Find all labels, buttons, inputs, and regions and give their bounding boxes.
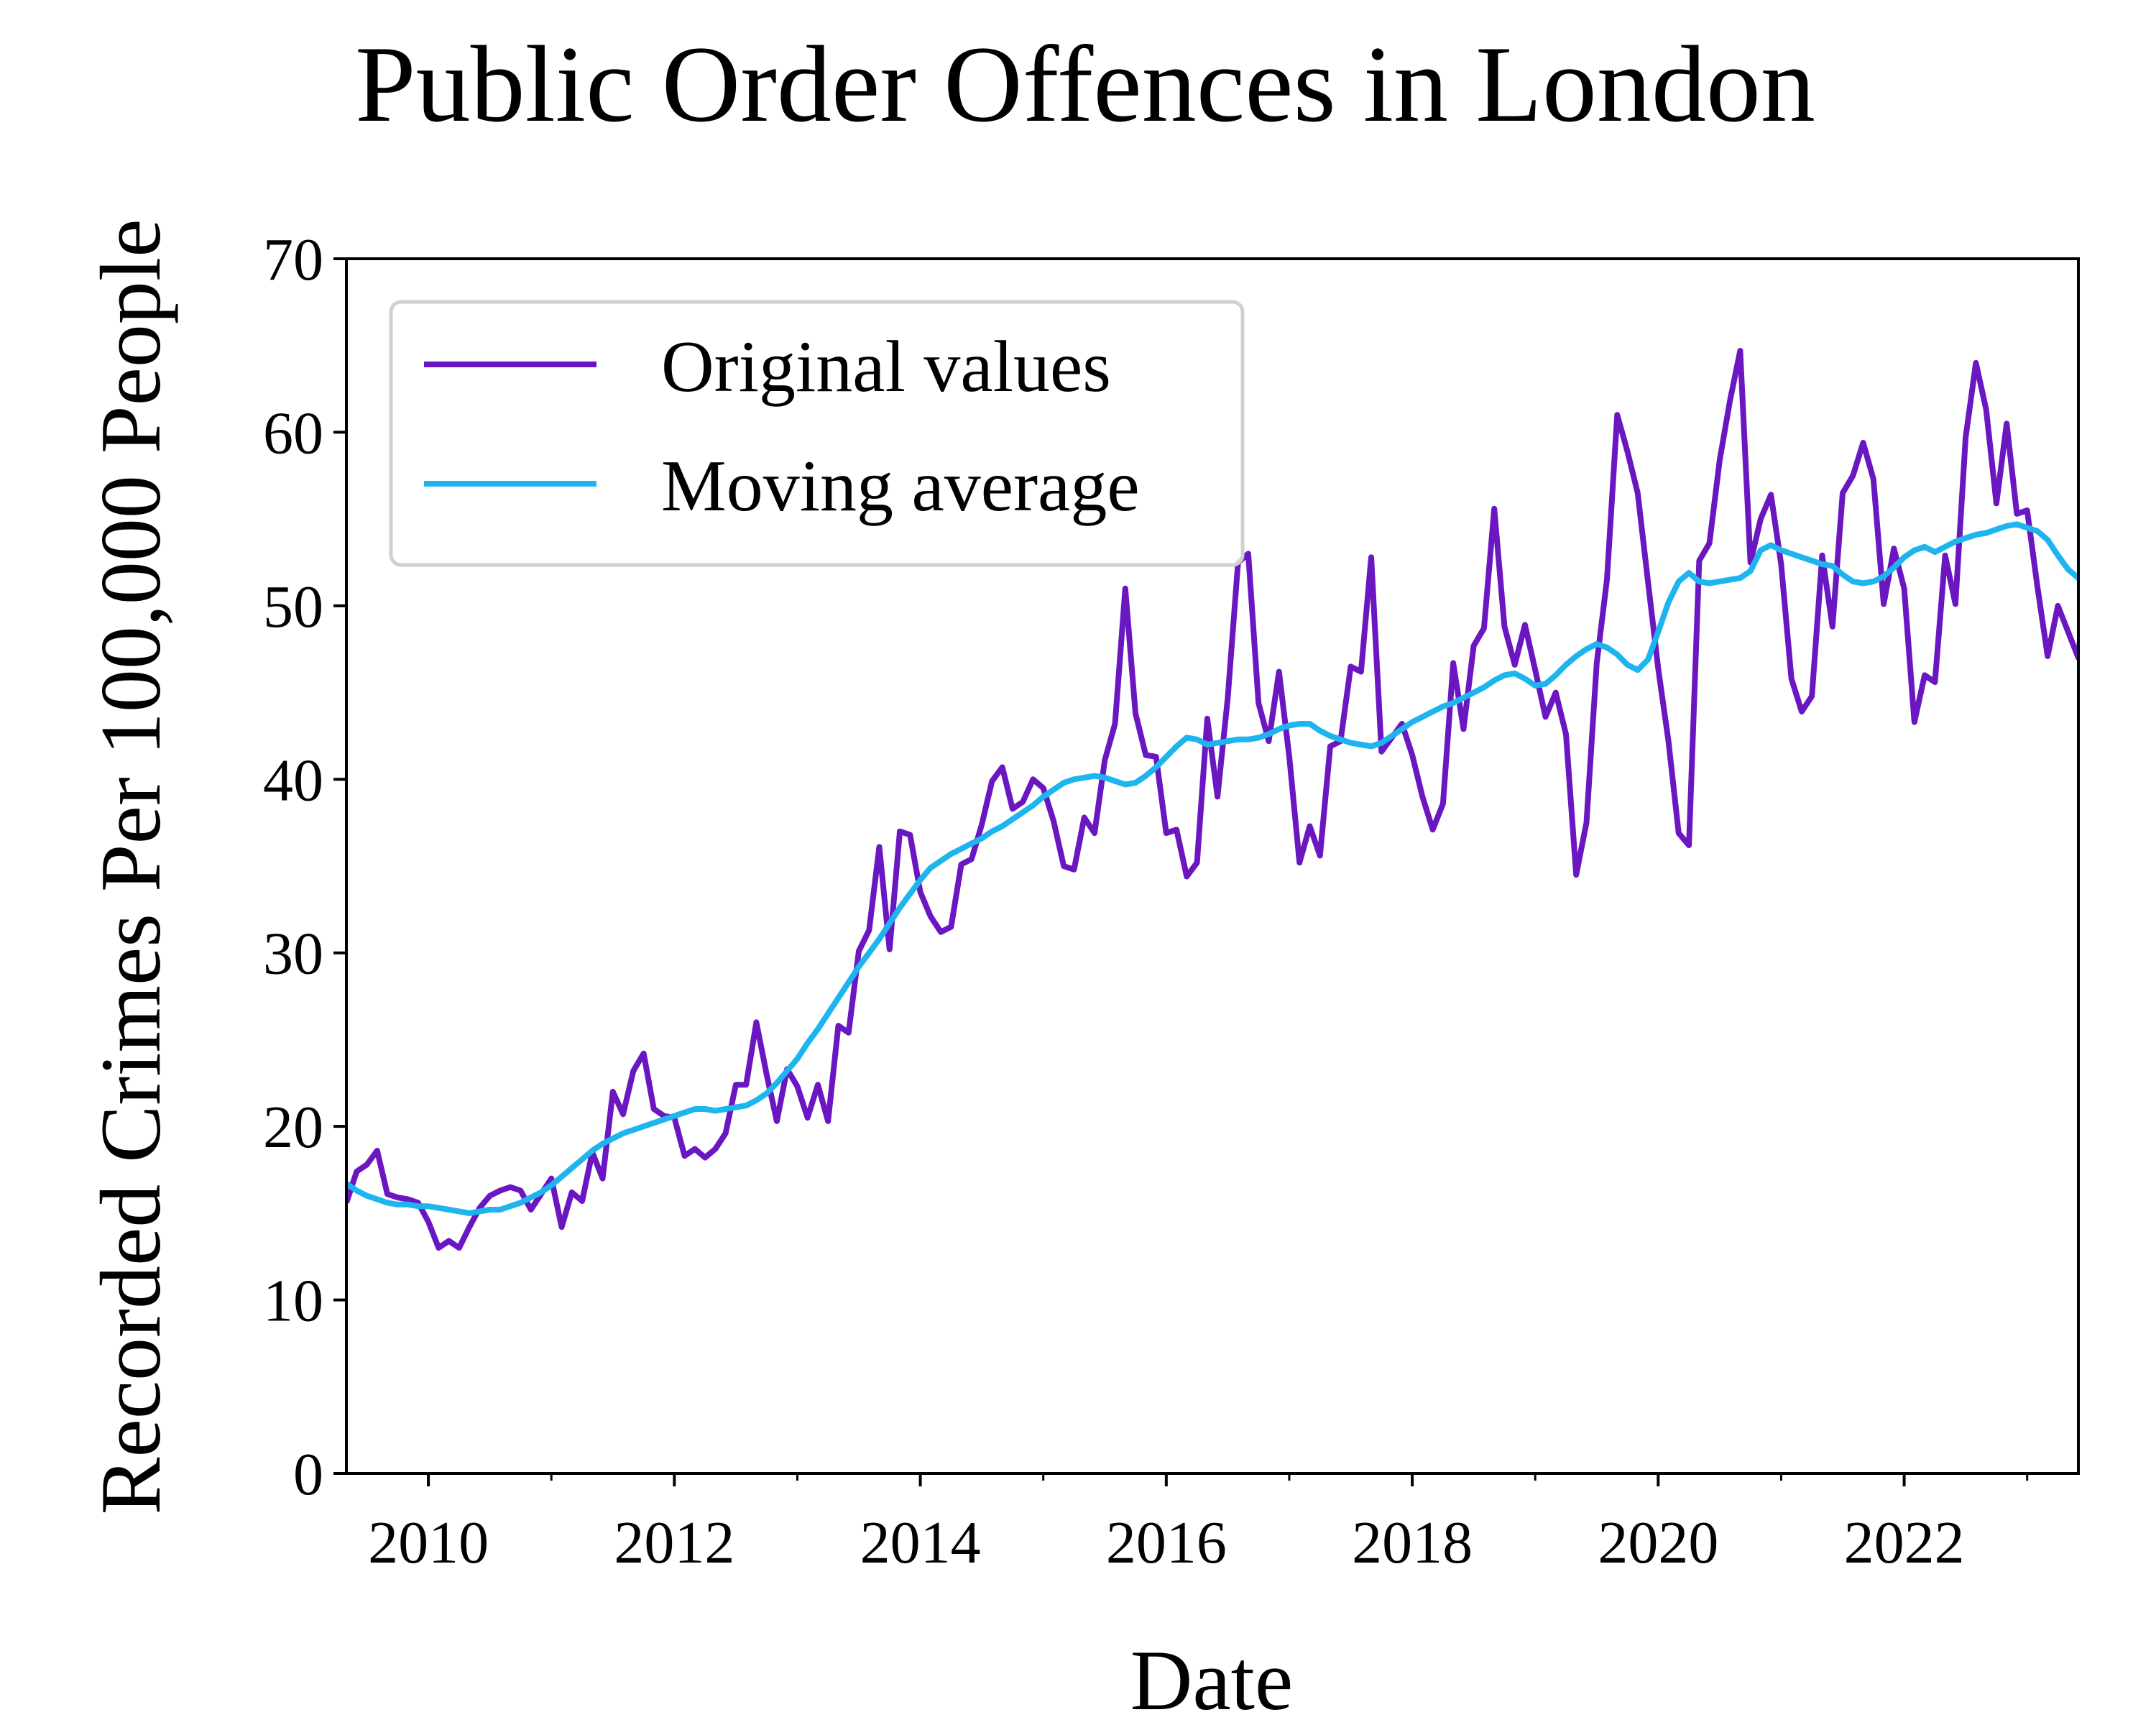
y-tick-label: 10 [263, 1268, 323, 1335]
x-tick-label: 2012 [614, 1509, 734, 1576]
x-tick-label: 2020 [1598, 1509, 1718, 1576]
y-tick-label: 40 [263, 747, 323, 814]
series-line-original-values [346, 348, 2078, 1251]
legend: Original values Moving average [389, 300, 1245, 567]
y-tick-label: 70 [263, 226, 323, 293]
x-tick-label: 2022 [1844, 1509, 1965, 1576]
plot-frame [345, 257, 2080, 1475]
x-tick-label: 2010 [368, 1509, 489, 1576]
x-tick-label: 2016 [1106, 1509, 1227, 1576]
legend-box [389, 300, 1245, 567]
y-axis-label: Recorded Crimes Per 100,000 People [83, 219, 178, 1515]
y-tick-label: 50 [263, 574, 323, 640]
x-tick-label: 2018 [1352, 1509, 1473, 1576]
legend-label-moving-average: Moving average [661, 446, 1140, 527]
y-tick-label: 0 [293, 1441, 323, 1508]
y-tick-label: 60 [263, 400, 323, 466]
y-tick-label: 20 [263, 1094, 323, 1161]
series-line-moving-average [346, 521, 2078, 1216]
legend-label-original-values: Original values [661, 326, 1111, 408]
axis-ticks: 0 10 20 30 40 50 60 70 2010 2012 2014 2016 2018 2020 2… [263, 226, 2029, 1576]
chart-title: Public Order Offences in London [355, 24, 1815, 144]
y-tick-label: 30 [263, 921, 323, 988]
plot-area [346, 348, 2078, 1251]
x-tick-label: 2014 [860, 1509, 981, 1576]
x-axis-label: Date [1130, 1632, 1294, 1725]
